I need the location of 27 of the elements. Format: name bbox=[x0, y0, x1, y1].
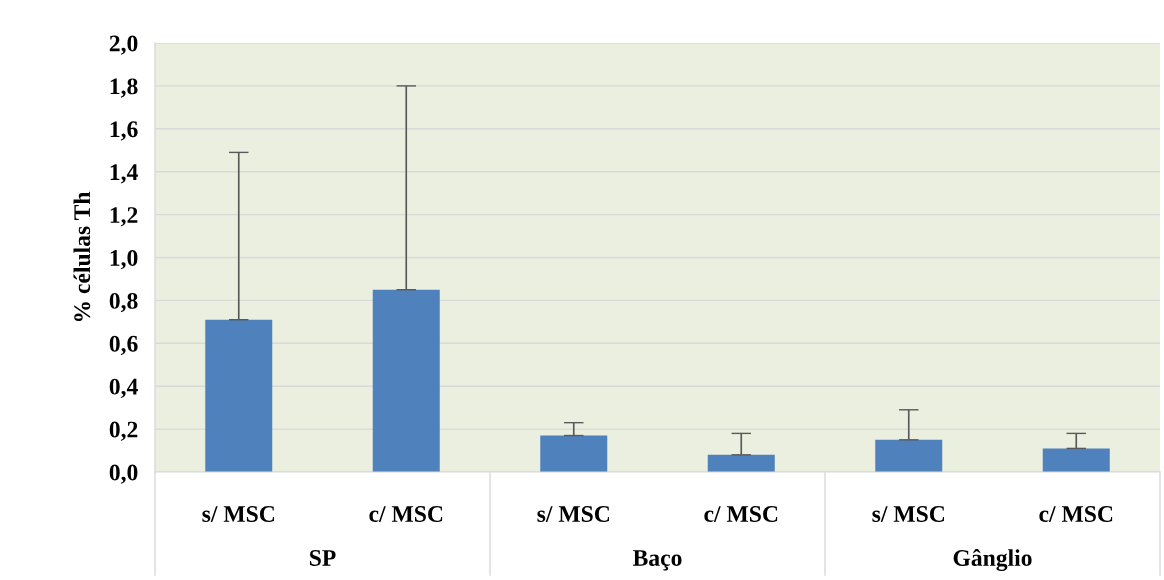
x-tick-label: c/ MSC bbox=[1039, 506, 1113, 522]
y-tick-label: 0,2 bbox=[109, 421, 138, 441]
y-tick-label: 0,4 bbox=[109, 378, 138, 399]
y-tick-label: 2,0 bbox=[109, 35, 138, 55]
x-tick-label: c/ MSC bbox=[704, 506, 778, 522]
bar bbox=[372, 289, 440, 472]
x-tick-label: s/ MSC bbox=[872, 506, 945, 522]
y-tick-label: 1,2 bbox=[110, 207, 138, 227]
bar bbox=[540, 435, 608, 472]
bar bbox=[707, 454, 775, 472]
y-tick-label: 0,8 bbox=[109, 292, 138, 313]
x-tick-label: s/ MSC bbox=[202, 506, 275, 522]
bar bbox=[875, 439, 943, 472]
y-tick-label: 1,6 bbox=[110, 121, 138, 141]
x-tick-label: c/ MSC bbox=[369, 506, 443, 522]
y-tick-label: 1,8 bbox=[110, 78, 138, 98]
bar bbox=[1042, 448, 1110, 472]
x-tick-label: s/ MSC bbox=[537, 506, 610, 522]
text: SP bbox=[309, 550, 336, 566]
bar bbox=[205, 319, 273, 472]
text: Baço bbox=[632, 550, 682, 571]
y-axis-title: % células Th bbox=[73, 191, 91, 322]
y-tick-label: 0,0 bbox=[109, 464, 138, 484]
y-tick-label: 1,0 bbox=[110, 249, 138, 270]
y-tick-label: 1,4 bbox=[110, 164, 138, 184]
y-tick-label: 0,6 bbox=[109, 335, 138, 356]
text: Gânglio bbox=[953, 549, 1032, 571]
